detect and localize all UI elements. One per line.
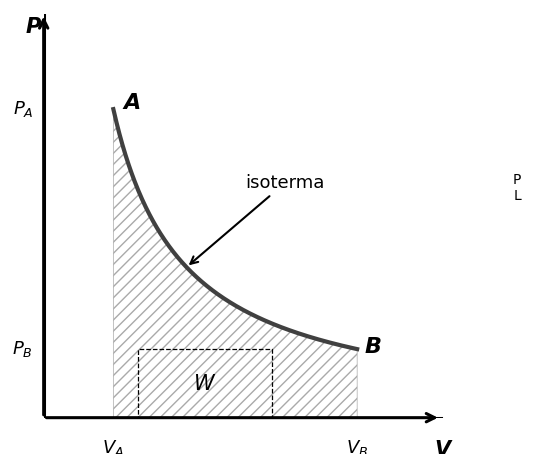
Text: $\boldsymbol{P}$: $\boldsymbol{P}$ (25, 17, 41, 37)
Text: W: W (194, 374, 215, 394)
Text: A: A (124, 93, 141, 113)
Text: $\boldsymbol{P_A}$: $\boldsymbol{P_A}$ (13, 99, 33, 119)
Text: $\boldsymbol{V_B}$: $\boldsymbol{V_B}$ (346, 438, 368, 454)
Text: $\boldsymbol{P_B}$: $\boldsymbol{P_B}$ (13, 339, 33, 360)
Text: $\boldsymbol{V}$: $\boldsymbol{V}$ (435, 440, 454, 454)
Text: isoterma: isoterma (191, 173, 325, 264)
Text: B: B (364, 337, 381, 357)
Text: $\boldsymbol{V_A}$: $\boldsymbol{V_A}$ (102, 438, 124, 454)
Text: P
L: P L (513, 173, 521, 203)
